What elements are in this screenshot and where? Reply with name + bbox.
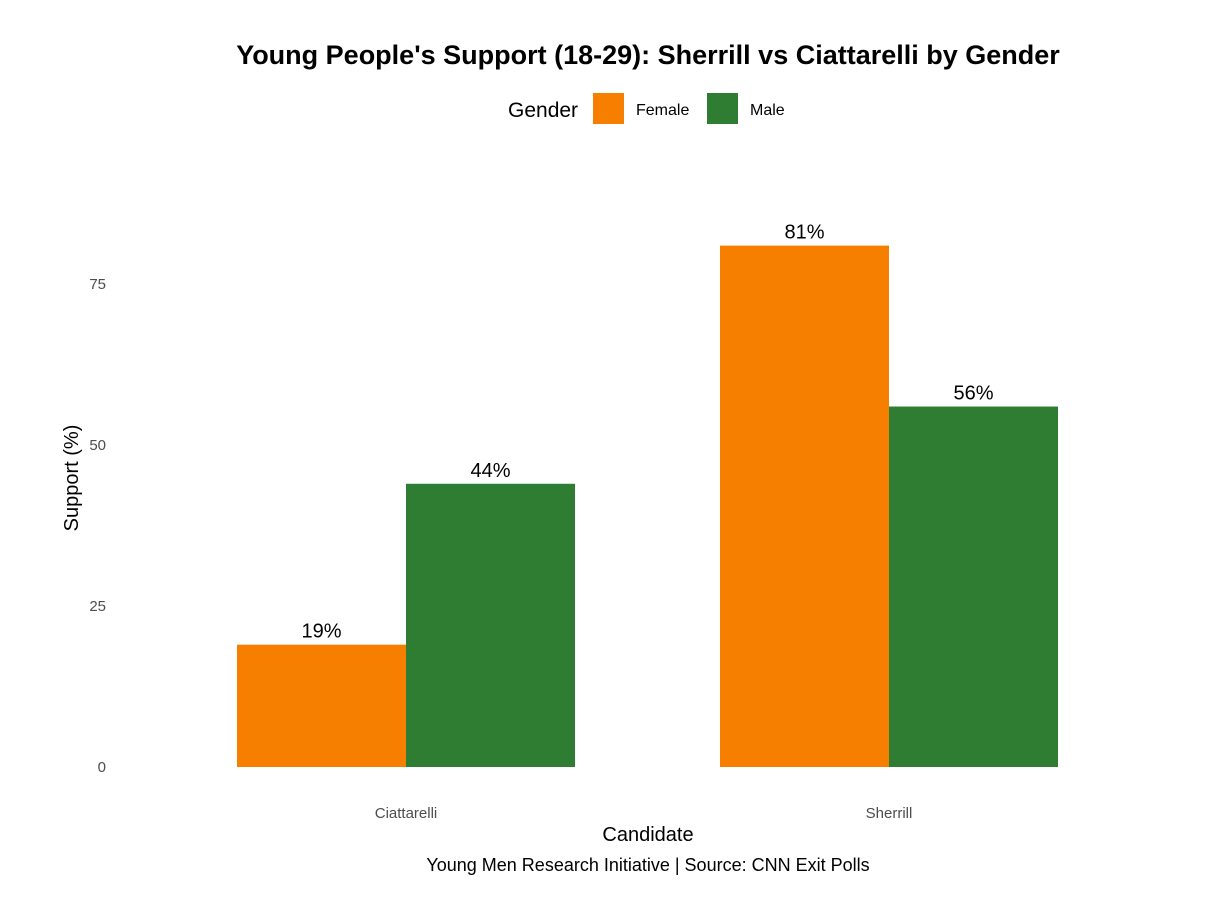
legend: Gender Female Male xyxy=(508,93,785,124)
legend-swatch-female xyxy=(593,93,624,124)
bar-female-sherrill xyxy=(720,245,889,767)
bar-label-female-ciattarelli: 19% xyxy=(301,621,341,643)
x-tick-label: Ciattarelli xyxy=(375,805,438,822)
bar-label-male-ciattarelli: 44% xyxy=(470,460,510,482)
y-tick-label: 75 xyxy=(89,276,106,293)
bar-label-male-sherrill: 56% xyxy=(953,383,993,405)
chart-title: Young People's Support (18-29): Sherrill… xyxy=(236,40,1060,70)
legend-swatch-male xyxy=(707,93,738,124)
y-tick-label: 0 xyxy=(98,759,106,776)
x-axis-title: Candidate xyxy=(602,824,693,846)
legend-label-female: Female xyxy=(636,102,689,119)
bars: 19% 44% 81% 56% xyxy=(237,222,1058,767)
bar-label-female-sherrill: 81% xyxy=(784,222,824,244)
y-tick-label: 25 xyxy=(89,598,106,615)
legend-label-male: Male xyxy=(750,102,785,119)
bar-male-sherrill xyxy=(889,406,1058,767)
y-axis: 0 25 50 75 Support (%) xyxy=(61,276,106,776)
x-tick-label: Sherrill xyxy=(866,805,913,822)
chart-caption: Young Men Research Initiative | Source: … xyxy=(426,855,869,875)
x-axis: Ciattarelli Sherrill Candidate xyxy=(375,805,913,846)
y-tick-label: 50 xyxy=(89,437,106,454)
bar-female-ciattarelli xyxy=(237,644,406,767)
legend-title: Gender xyxy=(508,99,578,122)
bar-male-ciattarelli xyxy=(406,483,575,767)
y-axis-title: Support (%) xyxy=(61,425,83,532)
